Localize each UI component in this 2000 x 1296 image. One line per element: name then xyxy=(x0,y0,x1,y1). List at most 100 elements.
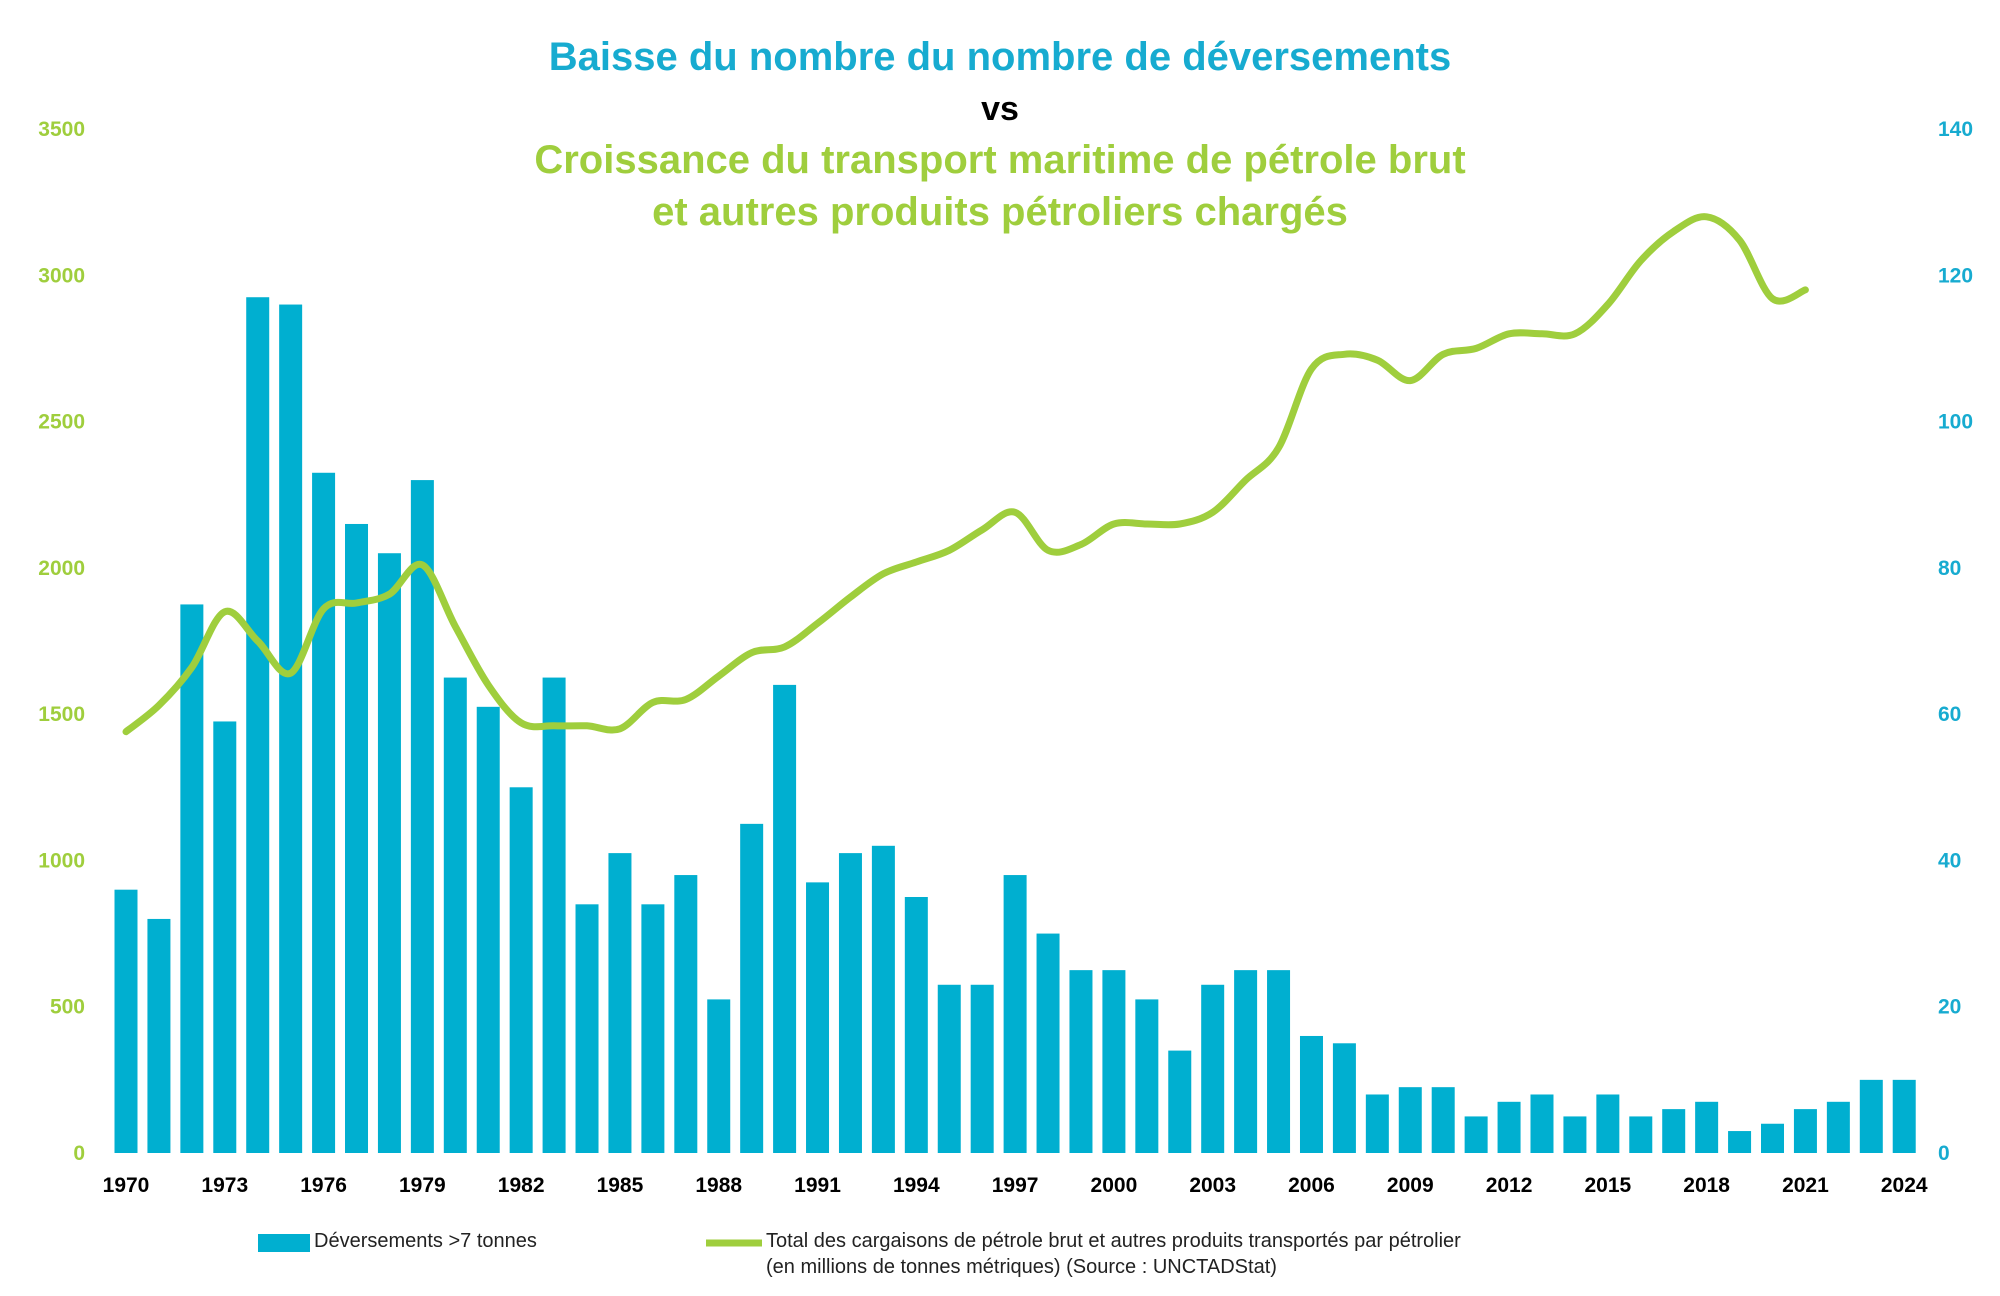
left-axis-tick-label: 1500 xyxy=(38,703,85,726)
x-axis-tick-label: 1973 xyxy=(201,1174,248,1197)
right-axis-tick-label: 0 xyxy=(1938,1142,1950,1165)
x-axis-tick-label: 2018 xyxy=(1683,1174,1730,1197)
legend-bars-swatch xyxy=(258,1234,310,1252)
spill-bar xyxy=(1728,1131,1752,1153)
x-axis-tick-label: 1979 xyxy=(399,1174,446,1197)
x-axis-tick-label: 2003 xyxy=(1189,1174,1236,1197)
spill-bar xyxy=(608,853,632,1153)
x-axis-tick-label: 2009 xyxy=(1387,1174,1434,1197)
spill-bar xyxy=(509,787,533,1153)
spill-bar xyxy=(1003,875,1027,1153)
spill-bar xyxy=(1530,1094,1554,1153)
spill-bar xyxy=(1365,1094,1389,1153)
spill-bar xyxy=(1267,970,1291,1153)
spill-bar xyxy=(937,984,961,1153)
spill-bar xyxy=(246,297,270,1153)
legend-line-label-1: Total des cargaisons de pétrole brut et … xyxy=(766,1230,1461,1252)
spill-bar xyxy=(213,721,237,1153)
spill-bar xyxy=(806,882,830,1153)
spill-bar xyxy=(1102,970,1126,1153)
chart-title: Baisse du nombre du nombre de déversemen… xyxy=(0,30,2000,238)
spill-bar xyxy=(476,706,500,1153)
right-axis-tick-label: 140 xyxy=(1938,118,1973,141)
spill-bar xyxy=(345,523,369,1153)
x-axis-tick-label: 1991 xyxy=(794,1174,841,1197)
x-axis-tick-label: 1994 xyxy=(893,1174,940,1197)
cargo-series-line xyxy=(122,213,1809,736)
spill-bar xyxy=(1892,1079,1916,1153)
right-axis-tick-label: 40 xyxy=(1938,849,1961,872)
left-axis-tick-label: 2500 xyxy=(38,411,85,434)
spill-bar xyxy=(575,904,599,1153)
x-axis-tick-label: 1982 xyxy=(498,1174,545,1197)
spill-bar xyxy=(377,553,401,1153)
legend-line: Total des cargaisons de pétrole brut et … xyxy=(706,1228,1461,1280)
spill-bar xyxy=(970,984,994,1153)
spill-bar xyxy=(312,472,336,1153)
left-axis-tick-label: 500 xyxy=(50,996,85,1019)
spill-bar xyxy=(114,889,138,1153)
spill-bar xyxy=(147,918,171,1153)
right-axis-tick-label: 120 xyxy=(1938,264,1973,287)
left-axis-tick-label: 0 xyxy=(73,1142,85,1165)
spill-bar xyxy=(1234,970,1258,1153)
spill-bar xyxy=(279,304,303,1153)
title-line-shipping-1: Croissance du transport maritime de pétr… xyxy=(534,138,1466,182)
spill-bar xyxy=(1662,1109,1686,1153)
left-axis-tick-label: 3000 xyxy=(38,264,85,287)
left-axis-tick-label: 3500 xyxy=(38,118,85,141)
spill-bar xyxy=(1201,984,1225,1153)
spill-bar xyxy=(1793,1109,1817,1153)
right-axis-tick-label: 20 xyxy=(1938,996,1961,1019)
legend-line-swatch xyxy=(706,1239,762,1247)
x-axis-tick-label: 1970 xyxy=(103,1174,150,1197)
spill-bar xyxy=(641,904,665,1153)
spill-bar xyxy=(1464,1116,1488,1153)
spill-bar xyxy=(1069,970,1093,1153)
spill-bar xyxy=(773,684,797,1153)
x-axis-tick-label: 1985 xyxy=(597,1174,644,1197)
spill-bar xyxy=(1036,933,1060,1153)
spill-bar xyxy=(674,875,698,1153)
spill-bar xyxy=(542,677,566,1153)
spill-bar xyxy=(1332,1043,1356,1153)
spill-bar xyxy=(1761,1123,1784,1153)
spill-bar xyxy=(1695,1101,1719,1153)
x-axis-tick-label: 1997 xyxy=(992,1174,1039,1197)
spill-bar xyxy=(1596,1094,1620,1153)
x-axis-tick-label: 2015 xyxy=(1584,1174,1631,1197)
left-axis-tick-label: 1000 xyxy=(38,849,85,872)
x-axis-tick-label: 1976 xyxy=(300,1174,347,1197)
right-axis-tick-label: 80 xyxy=(1938,557,1961,580)
x-axis-tick-label: 2024 xyxy=(1881,1174,1928,1197)
spill-bar xyxy=(410,480,434,1154)
legend-bars-label: Déversements >7 tonnes xyxy=(314,1230,537,1252)
right-axis-tick-label: 60 xyxy=(1938,703,1961,726)
right-axis-tick-label: 100 xyxy=(1938,411,1973,434)
spill-bar xyxy=(1563,1116,1587,1153)
legend-line-label-2: (en millions de tonnes métriques) (Sourc… xyxy=(766,1256,1277,1278)
spill-bar xyxy=(1299,1035,1323,1153)
x-axis-tick-label: 2000 xyxy=(1091,1174,1138,1197)
x-axis-tick-label: 2012 xyxy=(1486,1174,1533,1197)
x-axis-tick-label: 1988 xyxy=(695,1174,742,1197)
spill-bar xyxy=(1398,1087,1422,1153)
left-axis-tick-label: 2000 xyxy=(38,557,85,580)
spill-bar xyxy=(904,897,928,1153)
title-line-shipping-2: et autres produits pétroliers chargés xyxy=(652,190,1348,234)
spill-bar xyxy=(871,845,895,1153)
title-line-spills: Baisse du nombre du nombre de déversemen… xyxy=(548,35,1452,79)
spill-bar xyxy=(180,604,204,1153)
spill-bar xyxy=(707,999,731,1153)
spill-bar xyxy=(1168,1050,1192,1153)
spill-bar xyxy=(1497,1101,1521,1153)
x-axis-tick-label: 2006 xyxy=(1288,1174,1335,1197)
spill-bar xyxy=(838,853,862,1153)
x-axis-tick-label: 2021 xyxy=(1782,1174,1829,1197)
spill-bar xyxy=(1431,1087,1455,1153)
spill-bar xyxy=(1826,1101,1850,1153)
spill-bar xyxy=(1629,1116,1653,1153)
spill-bar xyxy=(740,823,764,1153)
legend-bars: Déversements >7 tonnes xyxy=(258,1228,537,1254)
